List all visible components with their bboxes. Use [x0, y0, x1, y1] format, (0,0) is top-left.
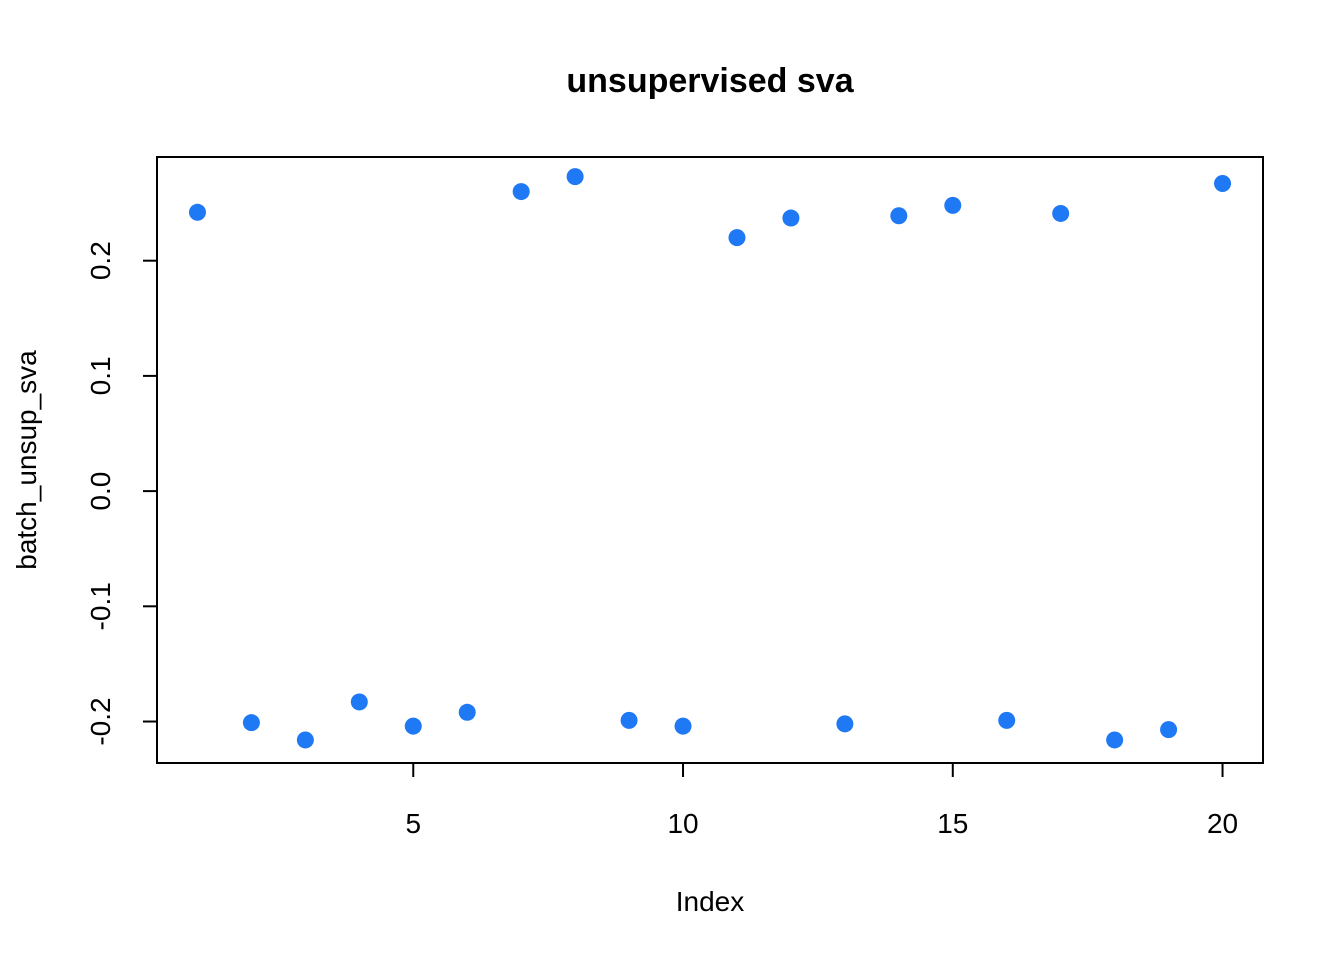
chart-title: unsupervised sva	[566, 62, 854, 100]
x-tick-label: 15	[937, 808, 968, 839]
y-axis: -0.2 -0.1 0.0 0.1 0.2	[85, 241, 157, 746]
data-point	[404, 717, 422, 735]
data-point	[620, 711, 638, 729]
data-points	[188, 168, 1232, 749]
y-tick-label: -0.1	[85, 582, 116, 630]
data-point	[458, 703, 476, 721]
y-axis-label: batch_unsup_sva	[11, 350, 42, 570]
data-point	[998, 711, 1016, 729]
data-point	[728, 229, 746, 247]
data-point	[350, 693, 368, 711]
data-point	[1160, 721, 1178, 739]
data-point	[296, 731, 314, 749]
y-tick-label: 0.1	[85, 356, 116, 395]
data-point	[944, 196, 962, 214]
data-point	[782, 209, 800, 227]
plot-frame	[156, 156, 1264, 764]
data-point	[836, 715, 854, 733]
x-tick-label: 5	[405, 808, 421, 839]
y-tick-label: 0.2	[85, 241, 116, 280]
x-axis: 5 10 15 20	[405, 763, 1238, 839]
data-point	[1052, 204, 1070, 222]
y-tick-label: -0.2	[85, 697, 116, 745]
data-point	[242, 714, 260, 732]
data-point	[1214, 174, 1232, 192]
data-point	[512, 183, 530, 201]
data-point	[674, 717, 692, 735]
x-axis-label: Index	[676, 886, 745, 917]
data-point	[1106, 731, 1124, 749]
x-tick-label: 20	[1207, 808, 1238, 839]
data-point	[890, 207, 908, 225]
x-tick-label: 10	[667, 808, 698, 839]
data-point	[188, 203, 206, 221]
data-point	[566, 168, 584, 186]
y-tick-label: 0.0	[85, 472, 116, 511]
